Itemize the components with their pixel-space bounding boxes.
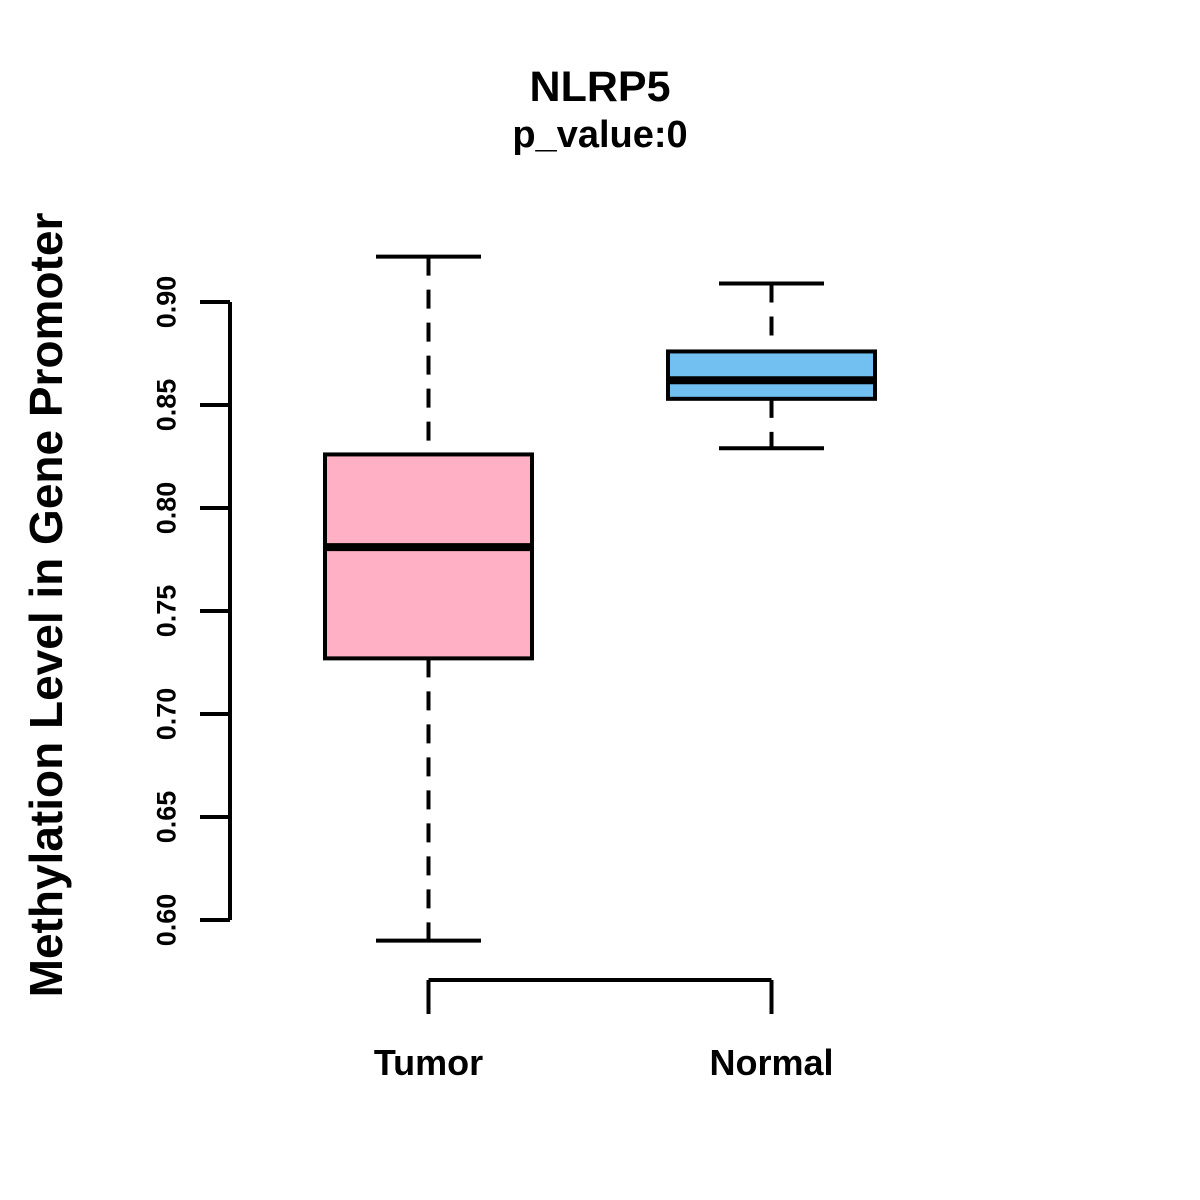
y-tick-label-0.70: 0.70: [151, 688, 181, 741]
x-category-label-normal: Normal: [709, 1042, 833, 1083]
y-tick-label-0.65: 0.65: [151, 791, 181, 844]
box-tumor: [323, 452, 534, 661]
y-tick-label-0.80: 0.80: [151, 482, 181, 535]
chart-title: NLRP5: [529, 63, 671, 111]
y-tick-label-0.90: 0.90: [151, 276, 181, 329]
y-tick-label-0.60: 0.60: [151, 894, 181, 947]
x-category-label-tumor: Tumor: [374, 1042, 483, 1083]
y-tick-label-0.75: 0.75: [151, 585, 181, 638]
box-normal: [666, 349, 877, 401]
chart-subtitle: p_value:0: [512, 114, 688, 156]
y-tick-label-0.85: 0.85: [151, 379, 181, 432]
